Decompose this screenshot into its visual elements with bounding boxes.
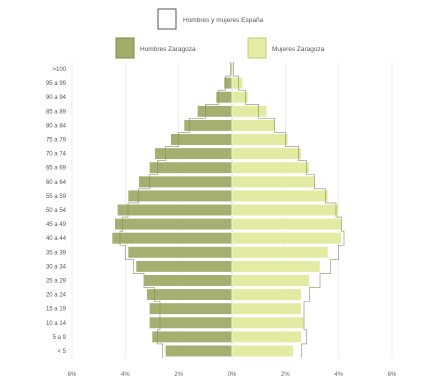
- legend-label-1: Hombres Zaragoza: [140, 46, 196, 53]
- y-tick-label: 35 a 39: [46, 250, 67, 256]
- y-tick-label: 20 a 24: [46, 293, 67, 299]
- spain-outline-left: [119, 62, 231, 358]
- x-tick-label: 4%: [334, 372, 343, 378]
- legend-swatch-2: [247, 37, 267, 59]
- y-tick-label: 5 a 9: [53, 335, 67, 341]
- y-tick-label: 85 a 89: [46, 109, 67, 115]
- bar-female-8: [231, 232, 342, 245]
- legend: Hombres y mujeres España Hombres Zaragoza…: [115, 8, 325, 59]
- bar-female-0: [231, 344, 294, 358]
- bar-female-5: [231, 274, 310, 287]
- x-tick-label: 6%: [68, 372, 77, 378]
- y-tick-label: 60 a 64: [46, 180, 67, 186]
- y-tick-label: >100: [52, 67, 66, 73]
- spain-outline: [119, 62, 345, 358]
- bar-male-11: [127, 189, 233, 202]
- x-tick-label: 6%: [388, 372, 397, 378]
- bar-male-15: [170, 133, 233, 146]
- bar-female-11: [231, 189, 329, 202]
- bar-male-6: [135, 260, 233, 273]
- y-tick-label: 90 a 94: [46, 95, 67, 101]
- bar-male-13: [149, 161, 233, 174]
- bar-female-10: [231, 203, 339, 217]
- y-tick-label: 45 a 49: [46, 222, 67, 228]
- bar-female-2: [231, 316, 305, 329]
- y-tick-label: 80 a 84: [46, 123, 67, 129]
- y-tick-label: 25 a 29: [46, 278, 67, 284]
- bar-female-13: [231, 161, 310, 174]
- legend-swatch-0: [157, 8, 177, 30]
- bar-male-12: [138, 175, 233, 188]
- bar-female-16: [231, 119, 275, 132]
- y-tick-label: < 5: [57, 349, 66, 355]
- y-tick-label: 15 a 19: [46, 307, 67, 313]
- y-tick-label: 95 a 99: [46, 81, 67, 87]
- bar-male-14: [154, 147, 233, 160]
- bar-male-10: [117, 203, 233, 217]
- y-tick-label: 40 a 44: [46, 236, 67, 242]
- bar-female-3: [231, 302, 302, 315]
- bar-male-9: [114, 218, 233, 231]
- bars: [111, 62, 342, 358]
- bar-male-1: [151, 330, 233, 343]
- bar-male-0: [165, 344, 233, 358]
- bar-female-6: [231, 260, 321, 273]
- x-axis-ticks: 6% 4% 2% 0% 2% 4% 6%: [68, 372, 397, 378]
- bar-female-4: [231, 288, 302, 301]
- y-tick-label: 50 a 54: [46, 208, 67, 214]
- bar-male-17: [197, 105, 233, 118]
- bar-female-17: [231, 105, 267, 118]
- bar-female-7: [231, 246, 329, 259]
- bar-male-2: [149, 316, 233, 329]
- y-axis-ticks: < 5 5 a 9 10 a 14 15 a 19 20 a 24 25 a 29 30 a…: [46, 67, 67, 355]
- legend-label-2: Mujeres Zaragoza: [272, 46, 325, 53]
- y-tick-label: 55 a 59: [46, 194, 67, 200]
- y-tick-label: 30 a 34: [46, 264, 67, 270]
- bar-male-4: [146, 288, 233, 301]
- y-tick-label: 75 a 79: [46, 138, 67, 144]
- bar-male-8: [111, 232, 233, 245]
- spain-outline-right: [233, 62, 345, 358]
- bar-female-1: [231, 330, 302, 343]
- x-tick-label: 4%: [121, 372, 130, 378]
- y-tick-label: 70 a 74: [46, 152, 67, 158]
- y-tick-label: 10 a 14: [46, 321, 67, 327]
- bar-female-14: [231, 147, 302, 160]
- bar-female-18: [231, 91, 249, 104]
- bar-male-16: [183, 119, 233, 132]
- x-tick-label: 2%: [174, 372, 183, 378]
- bar-female-19: [231, 77, 243, 90]
- x-tick-label: 2%: [281, 372, 290, 378]
- legend-label-0: Hombres y mujeres España: [183, 17, 264, 24]
- x-tick-label: 0%: [228, 372, 237, 378]
- bar-male-5: [143, 274, 233, 287]
- bar-female-15: [231, 133, 289, 146]
- y-tick-label: 65 a 69: [46, 166, 67, 172]
- legend-swatch-1: [115, 37, 135, 59]
- bar-male-7: [127, 246, 233, 259]
- bar-female-12: [231, 175, 315, 188]
- bar-female-9: [231, 218, 342, 231]
- bar-male-3: [149, 302, 233, 315]
